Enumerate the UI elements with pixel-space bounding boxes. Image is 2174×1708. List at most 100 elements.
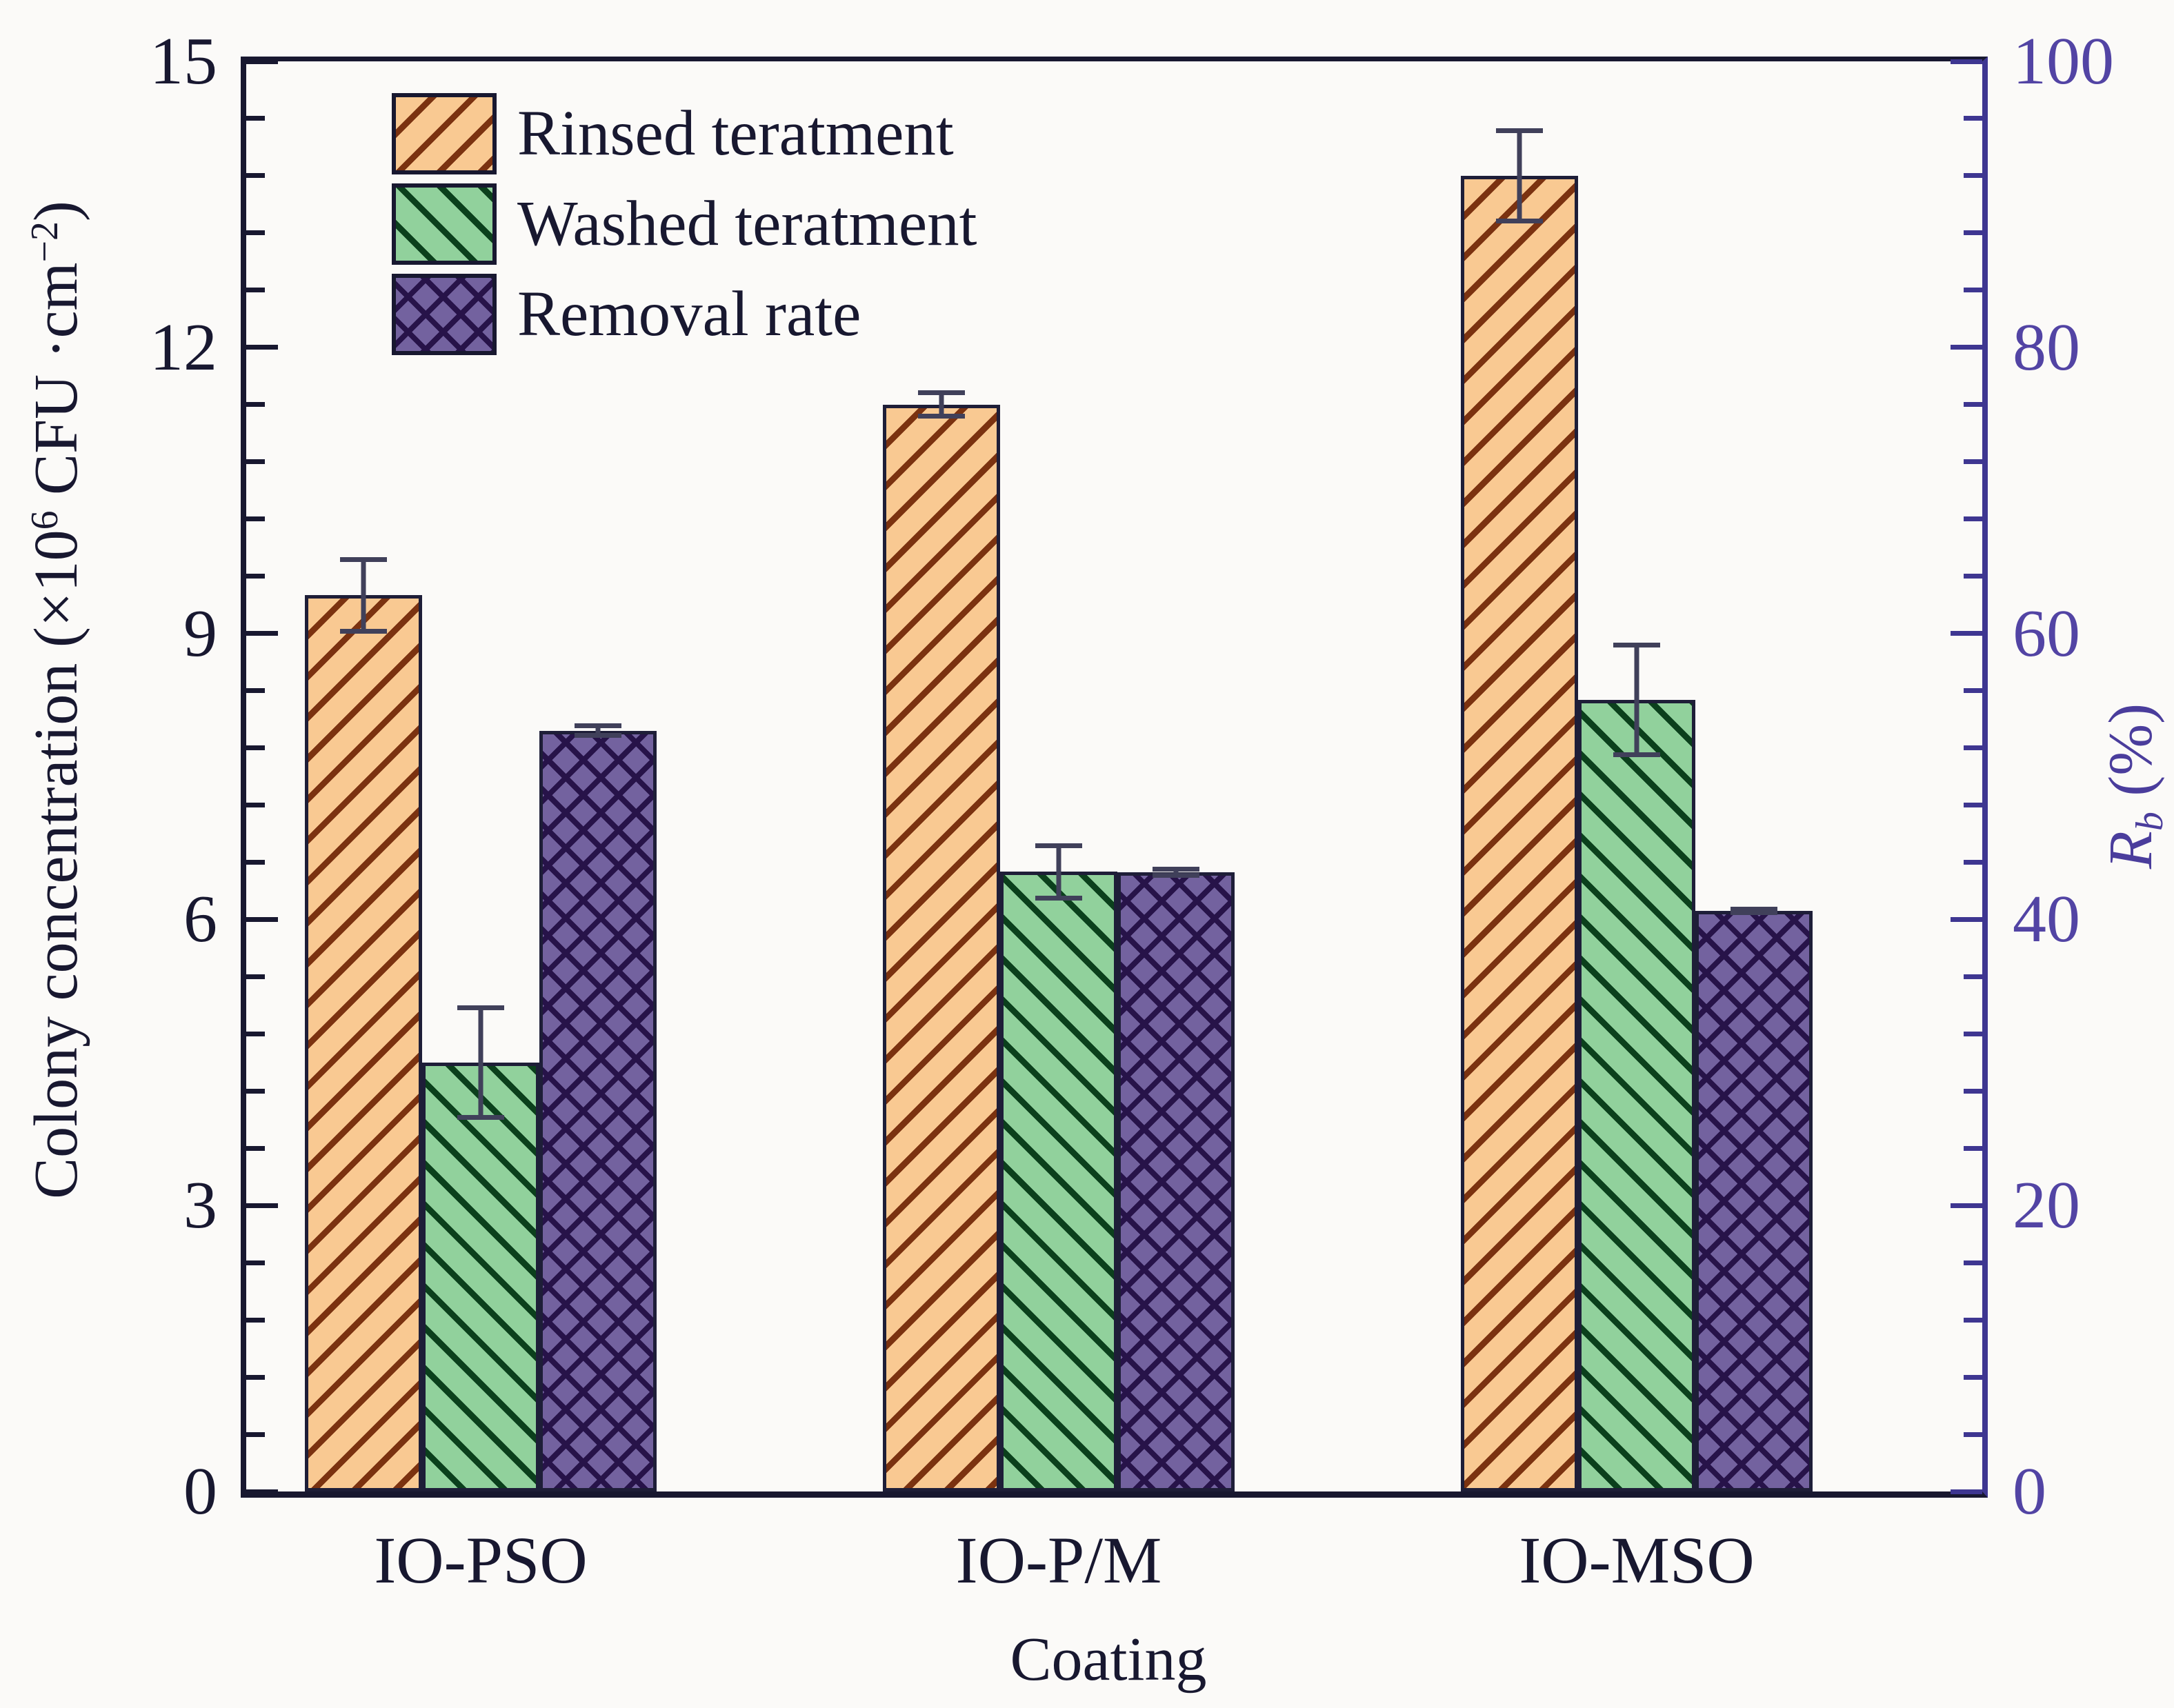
error-bar-cap-bottom — [1035, 895, 1082, 901]
error-bar-cap-top — [918, 390, 965, 396]
left-axis-minor-tick — [246, 288, 265, 293]
left-axis-major-tick — [246, 631, 278, 636]
left-axis-minor-tick — [246, 116, 265, 121]
y-axis-title-mid: CFU ·cm — [22, 262, 90, 511]
right-axis-tick-label: 100 — [2013, 24, 2114, 99]
x-category-label: IO-P/M — [955, 1523, 1162, 1597]
legend-item-washed: Washed teratment — [392, 183, 977, 265]
left-axis-minor-tick — [246, 1260, 265, 1265]
right-axis-minor-tick — [1964, 1260, 1982, 1265]
error-bar-cap-bottom — [1153, 873, 1199, 878]
error-bar-washed — [1035, 843, 1082, 901]
right-axis-major-tick — [1951, 631, 1982, 636]
error-bar-removal — [1731, 906, 1777, 916]
right-axis-minor-tick — [1964, 688, 1982, 694]
error-bar-rinsed — [1496, 128, 1543, 224]
right-axis-major-tick — [1951, 1203, 1982, 1208]
error-bar-cap-top — [575, 723, 621, 729]
left-axis-minor-tick — [246, 574, 265, 579]
y-axis-title: Colony concentration (×106 CFU ·cm−2) — [19, 45, 94, 1355]
right-axis-minor-tick — [1964, 459, 1982, 465]
left-axis-minor-tick — [246, 1088, 265, 1094]
right-axis-minor-tick — [1964, 516, 1982, 522]
error-bar-line — [361, 556, 366, 634]
right-axis-major-tick — [1951, 345, 1982, 350]
x-category-label: IO-MSO — [1519, 1523, 1755, 1597]
right-axis-major-tick — [1951, 59, 1982, 64]
right-axis-minor-tick — [1964, 1431, 1982, 1437]
error-bar-washed — [457, 1005, 504, 1120]
left-axis-minor-tick — [246, 402, 265, 408]
y-axis-title-sup2: −2 — [23, 221, 67, 263]
left-axis-minor-tick — [246, 688, 265, 694]
left-axis-major-tick — [246, 59, 278, 64]
right-axis-minor-tick — [1964, 1145, 1982, 1151]
legend-label: Removal rate — [517, 278, 861, 350]
y-axis-title-post: ) — [22, 201, 90, 222]
left-axis-tick-label: 3 — [183, 1168, 217, 1243]
left-axis-minor-tick — [246, 459, 265, 465]
bar-rinsed-io-mso — [1461, 176, 1578, 1491]
error-bar-cap-top — [1035, 843, 1082, 848]
error-bar-cap-bottom — [1613, 752, 1660, 758]
right-axis-minor-tick — [1964, 230, 1982, 236]
legend-item-rinsed: Rinsed teratment — [392, 93, 977, 174]
left-axis-tick-label: 6 — [183, 882, 217, 957]
left-axis-major-tick — [246, 1489, 278, 1494]
right-axis-tick-label: 80 — [2013, 310, 2080, 385]
error-bar-line — [1056, 843, 1061, 901]
x-category-label: IO-PSO — [374, 1523, 588, 1597]
right-axis-title-symbol: R — [2097, 831, 2165, 870]
bar-removal-io-p-m — [1117, 872, 1235, 1491]
left-axis-major-tick — [246, 1203, 278, 1208]
right-axis-minor-tick — [1964, 288, 1982, 293]
plot-area: Rinsed teratment Washed teratment Removal … — [150, 28, 2114, 1594]
left-axis-minor-tick — [246, 516, 265, 522]
error-bar-cap-top — [1153, 866, 1199, 872]
left-axis-minor-tick — [246, 1031, 265, 1036]
error-bar-cap-top — [1496, 128, 1543, 133]
left-axis-major-tick — [246, 916, 278, 922]
right-axis-major-tick — [1951, 916, 1982, 922]
error-bar-cap-bottom — [1496, 219, 1543, 224]
legend-label: Washed teratment — [517, 188, 977, 259]
error-bar-cap-bottom — [457, 1114, 504, 1120]
bar-removal-io-pso — [539, 731, 657, 1491]
left-axis-tick-label: 0 — [183, 1454, 217, 1529]
washed-swatch-icon — [392, 183, 497, 265]
right-axis-tick-label: 60 — [2013, 596, 2080, 671]
left-axis-minor-tick — [246, 1431, 265, 1437]
right-axis-minor-tick — [1964, 745, 1982, 751]
error-bar-washed — [1613, 643, 1660, 758]
error-bar-cap-bottom — [1731, 910, 1777, 916]
error-bar-removal — [575, 723, 621, 738]
right-axis-tick-label: 20 — [2013, 1168, 2080, 1243]
bar-washed-io-pso — [422, 1063, 539, 1491]
error-bar-line — [478, 1005, 483, 1120]
right-axis-minor-tick — [1964, 402, 1982, 408]
error-bar-cap-bottom — [575, 732, 621, 738]
error-bar-cap-top — [1613, 643, 1660, 648]
legend-item-removal: Removal rate — [392, 274, 977, 355]
removal-swatch-icon — [392, 274, 497, 355]
left-axis-minor-tick — [246, 1317, 265, 1323]
left-axis-minor-tick — [246, 1374, 265, 1380]
error-bar-cap-top — [457, 1005, 504, 1010]
y-axis-title-sup: 6 — [23, 510, 67, 530]
error-bar-line — [939, 390, 944, 419]
right-axis-minor-tick — [1964, 574, 1982, 579]
left-axis-tick-label: 9 — [183, 596, 217, 671]
error-bar-line — [595, 723, 601, 738]
left-axis-major-tick — [246, 345, 278, 350]
bar-removal-io-mso — [1695, 911, 1813, 1491]
error-bar-cap-top — [340, 556, 387, 562]
left-axis-minor-tick — [246, 173, 265, 179]
error-bar-cap-bottom — [340, 628, 387, 634]
right-axis-minor-tick — [1964, 1374, 1982, 1380]
error-bar-rinsed — [918, 390, 965, 419]
left-axis-minor-tick — [246, 859, 265, 865]
legend: Rinsed teratment Washed teratment Removal … — [392, 93, 977, 355]
right-axis-major-tick — [1951, 1489, 1982, 1494]
right-axis-minor-tick — [1964, 974, 1982, 979]
